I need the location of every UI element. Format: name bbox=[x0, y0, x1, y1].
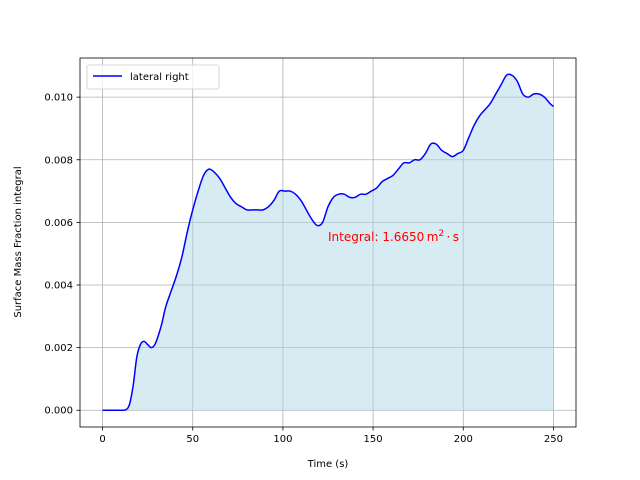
x-tick-label: 200 bbox=[454, 434, 473, 445]
y-tick-label: 0.000 bbox=[44, 406, 73, 417]
x-tick-label: 50 bbox=[186, 434, 199, 445]
legend-label-lateral-right: lateral right bbox=[130, 72, 189, 83]
area-fill bbox=[102, 74, 554, 411]
x-tick-label: 0 bbox=[99, 434, 105, 445]
x-axis-label: Time (s) bbox=[307, 459, 349, 470]
x-tick-label: 150 bbox=[364, 434, 383, 445]
y-axis: 0.000 0.002 0.004 0.006 0.008 0.010 bbox=[44, 93, 80, 417]
legend: lateral right bbox=[86, 64, 220, 90]
x-axis: 0 50 100 150 200 250 bbox=[99, 427, 563, 445]
y-tick-label: 0.008 bbox=[44, 155, 73, 166]
y-tick-label: 0.004 bbox=[44, 281, 73, 292]
integral-annotation: Integral: 1.6650 m2 · s bbox=[328, 229, 459, 244]
annotation-superscript: 2 bbox=[438, 229, 444, 239]
x-tick-label: 100 bbox=[273, 434, 292, 445]
y-tick-label: 0.010 bbox=[44, 93, 73, 104]
y-tick-label: 0.006 bbox=[44, 218, 73, 229]
series-line-lateral-right bbox=[102, 73, 554, 412]
legend-box bbox=[86, 64, 220, 90]
y-axis-label: Surface Mass Fraction integral bbox=[13, 166, 24, 317]
annotation-main: Integral: 1.6650 m bbox=[328, 230, 438, 244]
x-tick-label: 250 bbox=[544, 434, 563, 445]
plot-frame bbox=[79, 57, 577, 428]
y-tick-label: 0.002 bbox=[44, 343, 73, 354]
annotation-suffix: · s bbox=[444, 230, 459, 244]
